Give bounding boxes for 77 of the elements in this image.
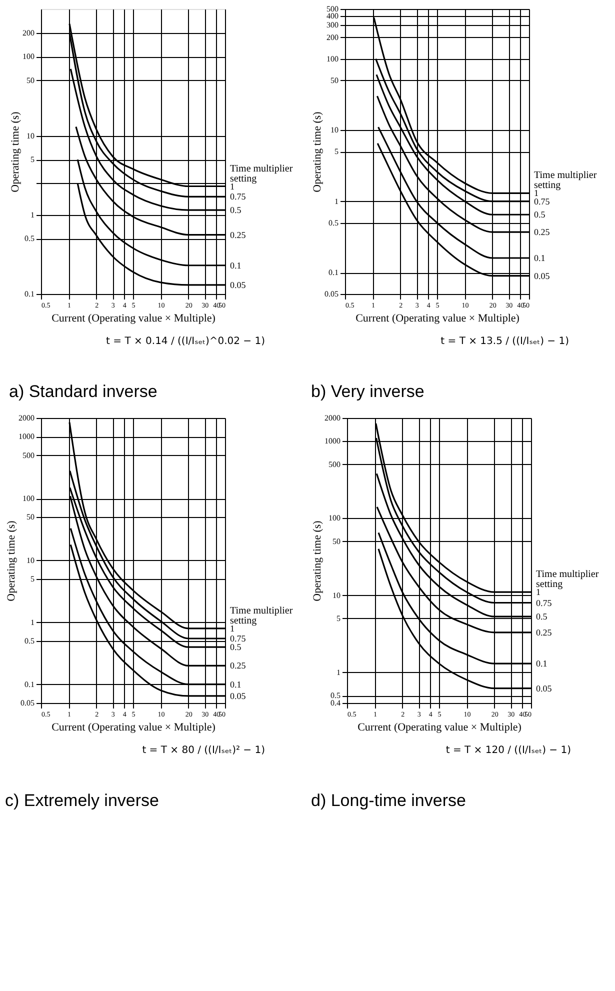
y-tick-label: 0.1 — [24, 290, 34, 298]
y-tick-label: 0.05 — [324, 290, 338, 298]
series-label: 0.75 — [536, 598, 552, 608]
text: c) Extremely inverse — [5, 791, 159, 810]
series-label: 0.1 — [230, 260, 242, 270]
y-tick-label: 100 — [328, 514, 340, 523]
series-label: 0.05 — [230, 280, 246, 290]
series-label: 0.75 — [230, 634, 246, 644]
text: t = T × 0.14 / ((I/Iₛₑₜ)^0.02 − 1) — [106, 336, 266, 347]
y-tick-label: 5 — [336, 614, 340, 623]
y-tick-label: 100 — [326, 54, 338, 64]
y-tick-label: 0.1 — [328, 268, 338, 278]
y-tick-label: 0.1 — [24, 680, 34, 689]
y-tick-label: 0.05 — [20, 698, 34, 708]
series-label: 0.1 — [230, 679, 242, 690]
series-label: 0.5 — [230, 642, 242, 652]
y-tick-label: 500 — [326, 4, 338, 14]
series-label: 0.1 — [536, 658, 548, 669]
y-tick-label: 0.5 — [24, 636, 34, 646]
y-tick-label: 0.4 — [330, 698, 340, 708]
x-axis-title: Current (Operating value × Multiple) — [358, 722, 522, 734]
y-tick-label: 2000 — [324, 414, 340, 422]
series-label: 0.25 — [230, 660, 246, 671]
y-axis-title: Operating time (s) — [312, 111, 324, 192]
y-tick-label: 500 — [328, 460, 340, 469]
y-tick-label: 1000 — [18, 432, 34, 442]
text: a) Standard inverse — [9, 382, 158, 401]
y-tick-label: 10 — [26, 131, 34, 140]
series-label: 0.25 — [534, 227, 550, 238]
series-label: 0.75 — [230, 192, 246, 202]
y-tick-label: 300 — [326, 20, 338, 30]
x-axis-title: Current (Operating value × Multiple) — [356, 312, 520, 324]
text: t = T × 80 / ((I/Iₛₑₜ)² − 1) — [142, 745, 266, 756]
text: d) Long-time inverse — [311, 791, 466, 810]
y-tick-label: 0.5 — [24, 234, 34, 244]
series-label: 0.05 — [534, 270, 550, 281]
y-axis-title: Operating time (s) — [10, 111, 22, 192]
y-tick-label: 50 — [26, 512, 34, 522]
y-tick-label: 1 — [30, 618, 34, 627]
y-tick-label: 0.5 — [330, 691, 340, 700]
series-label: 0.05 — [536, 683, 552, 694]
y-tick-label: 500 — [22, 450, 34, 460]
series-label: 0.5 — [230, 205, 242, 216]
y-tick-label: 10 — [26, 556, 34, 565]
y-tick-label: 5 — [30, 155, 34, 164]
y-tick-label: 200 — [326, 32, 338, 42]
series-label: 0.5 — [536, 612, 548, 622]
y-tick-label: 5 — [334, 147, 338, 156]
series-label: 0.75 — [534, 196, 550, 206]
text: t = T × 13.5 / ((I/Iₛₑₜ) − 1) — [440, 336, 570, 347]
series-label: 0.05 — [230, 690, 246, 701]
y-tick-label: 10 — [332, 590, 340, 600]
series-label: 0.5 — [534, 210, 546, 220]
y-tick-label: 200 — [22, 28, 34, 38]
y-axis-title: Operating time (s) — [6, 520, 18, 602]
y-tick-label: 0.5 — [328, 218, 338, 228]
series-label: 0.25 — [230, 230, 246, 240]
y-tick-label: 50 — [330, 76, 338, 85]
y-tick-label: 1 — [336, 668, 340, 677]
x-axis-title: Current (Operating value × Multiple) — [52, 312, 216, 324]
y-tick-label: 5 — [30, 574, 34, 584]
y-tick-label: 1000 — [324, 436, 340, 446]
text: t = T × 120 / ((I/Iₛₑₜ) − 1) — [446, 745, 572, 756]
x-axis-title: Current (Operating value × Multiple) — [52, 722, 216, 734]
y-tick-label: 1 — [334, 196, 338, 206]
y-tick-label: 400 — [326, 11, 338, 20]
y-tick-label: 50 — [26, 76, 34, 85]
y-tick-label: 1 — [30, 210, 34, 220]
y-tick-label: 50 — [332, 536, 340, 546]
series-label: 0.1 — [534, 253, 546, 264]
y-axis-title: Operating time (s) — [312, 520, 324, 602]
y-tick-label: 2000 — [18, 414, 34, 422]
y-tick-label: 100 — [22, 52, 34, 62]
series-label: 0.25 — [536, 627, 552, 638]
y-tick-label: 10 — [330, 126, 338, 135]
y-tick-label: 100 — [22, 494, 34, 504]
text: b) Very inverse — [311, 382, 424, 401]
